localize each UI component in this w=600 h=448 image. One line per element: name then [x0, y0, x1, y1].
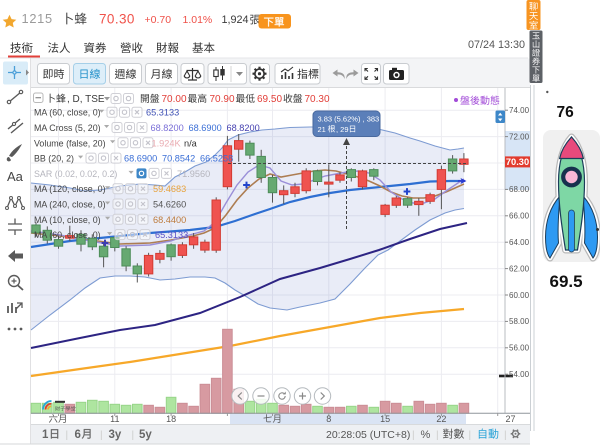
- svg-text:6: 6: [75, 429, 81, 441]
- svg-text:74.00: 74.00: [509, 106, 530, 115]
- svg-text:BB (20, 2): BB (20, 2): [34, 154, 74, 164]
- svg-text:MA (10, close, 0): MA (10, close, 0): [34, 215, 101, 225]
- svg-text:SAR (0.02, 0.02, 0.2): SAR (0.02, 0.02, 0.2): [34, 169, 117, 179]
- svg-text:69.50: 69.50: [257, 94, 282, 105]
- svg-text:Aa: Aa: [7, 169, 24, 184]
- svg-text:, 29: , 29: [336, 125, 349, 134]
- svg-text:60.00: 60.00: [509, 291, 530, 300]
- svg-text:70.00: 70.00: [162, 94, 187, 105]
- svg-text:|: |: [412, 430, 415, 441]
- svg-text:58.00: 58.00: [509, 317, 530, 326]
- svg-text:21: 21: [318, 125, 326, 134]
- svg-text:66.5258: 66.5258: [200, 154, 233, 164]
- svg-text:56.00: 56.00: [509, 344, 530, 353]
- svg-text:Volume (false, 20): Volume (false, 20): [34, 138, 106, 148]
- svg-text:68.6900: 68.6900: [124, 154, 157, 164]
- svg-text:5y: 5y: [139, 429, 152, 441]
- svg-text:71.9560: 71.9560: [177, 169, 210, 179]
- svg-text:1.924K: 1.924K: [152, 138, 182, 148]
- svg-text:69.5: 69.5: [550, 272, 583, 291]
- svg-text:|: |: [132, 430, 135, 441]
- svg-text:72.00: 72.00: [509, 132, 530, 141]
- svg-text:70.30: 70.30: [506, 157, 529, 167]
- svg-text:1: 1: [42, 429, 49, 441]
- svg-text:|: |: [504, 430, 507, 441]
- svg-text:27: 27: [505, 414, 515, 424]
- svg-text:3.83 (5.62%) , 383: 3.83 (5.62%) , 383: [318, 114, 380, 123]
- svg-text:70.8542: 70.8542: [162, 154, 195, 164]
- svg-text:54.00: 54.00: [509, 370, 530, 379]
- svg-text:n/a: n/a: [184, 138, 198, 148]
- svg-text:68.8200: 68.8200: [227, 123, 260, 133]
- svg-text:8: 8: [326, 414, 331, 424]
- svg-text:MA (60, close, 0): MA (60, close, 0): [34, 108, 101, 118]
- svg-text:65.3133: 65.3133: [146, 108, 179, 118]
- svg-text:+0.70: +0.70: [145, 14, 172, 26]
- svg-text:|: |: [469, 430, 472, 441]
- svg-text:62.00: 62.00: [509, 264, 530, 273]
- svg-text:|: |: [66, 430, 69, 441]
- svg-text:MA (240, close, 0): MA (240, close, 0): [34, 200, 106, 210]
- svg-text:MA (60, close, 0): MA (60, close, 0): [34, 230, 101, 240]
- svg-text:68.6900: 68.6900: [189, 123, 222, 133]
- svg-text:1215: 1215: [22, 11, 53, 26]
- svg-text:70.30: 70.30: [99, 12, 135, 27]
- svg-text:76: 76: [557, 104, 575, 121]
- svg-text:1,924: 1,924: [222, 14, 249, 26]
- svg-text:66.00: 66.00: [509, 212, 530, 221]
- svg-text:MA (120, close, 0): MA (120, close, 0): [34, 184, 106, 194]
- svg-text:70.30: 70.30: [305, 94, 330, 105]
- svg-text:1.01%: 1.01%: [183, 14, 213, 26]
- svg-text:68.4400: 68.4400: [153, 215, 186, 225]
- svg-text:, D, TSE: , D, TSE: [67, 94, 105, 105]
- svg-text:64.00: 64.00: [509, 238, 530, 247]
- svg-text:|: |: [100, 430, 103, 441]
- svg-text:65.3133: 65.3133: [155, 230, 188, 240]
- svg-text:MA Cross (5, 20): MA Cross (5, 20): [34, 123, 101, 133]
- svg-text:3y: 3y: [109, 429, 122, 441]
- svg-text:54.6260: 54.6260: [153, 200, 186, 210]
- svg-text:11: 11: [110, 414, 119, 424]
- svg-text:07/24 13:30: 07/24 13:30: [468, 39, 525, 51]
- svg-text:%: %: [421, 429, 431, 441]
- svg-text:68.8200: 68.8200: [151, 123, 184, 133]
- svg-text:70.90: 70.90: [210, 94, 235, 105]
- svg-text:20:28:05 (UTC+8): 20:28:05 (UTC+8): [326, 429, 410, 441]
- svg-text:|: |: [436, 430, 439, 441]
- svg-text:18: 18: [166, 414, 176, 424]
- svg-text:15: 15: [380, 414, 390, 424]
- svg-text:22: 22: [436, 414, 446, 424]
- svg-text:59.4683: 59.4683: [153, 184, 186, 194]
- svg-text:68.00: 68.00: [509, 185, 530, 194]
